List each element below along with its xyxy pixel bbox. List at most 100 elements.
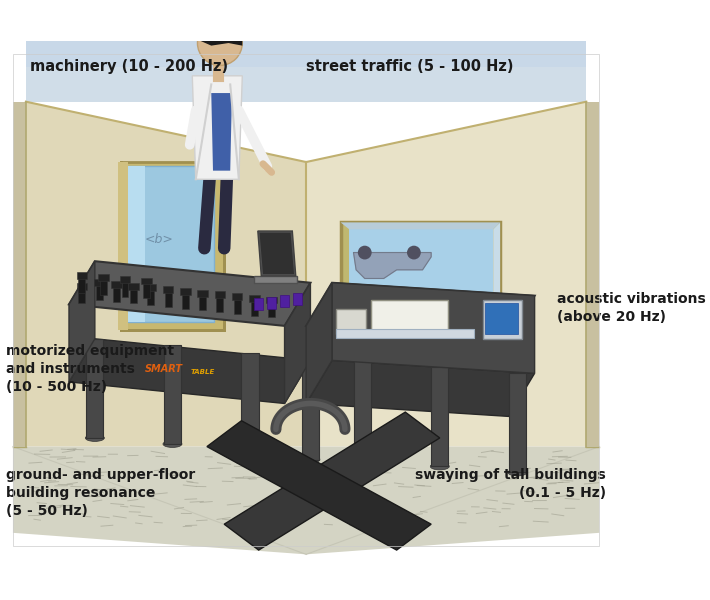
Polygon shape	[212, 93, 232, 170]
Polygon shape	[258, 231, 296, 276]
Polygon shape	[118, 162, 128, 330]
Bar	[79, 288, 85, 304]
Bar	[141, 278, 152, 284]
Polygon shape	[493, 223, 500, 334]
Bar	[354, 359, 371, 458]
Bar	[129, 283, 139, 290]
Ellipse shape	[163, 440, 182, 448]
Text: motorized equipment
and instruments
(10 - 500 Hz): motorized equipment and instruments (10 …	[6, 344, 174, 394]
Polygon shape	[306, 283, 535, 339]
Bar	[267, 296, 276, 308]
Polygon shape	[69, 261, 310, 326]
Bar	[268, 302, 275, 317]
Bar	[77, 283, 87, 290]
Bar	[217, 296, 224, 312]
Bar	[182, 293, 189, 308]
Ellipse shape	[430, 463, 449, 470]
Polygon shape	[26, 80, 586, 101]
Text: machinery (10 - 200 Hz): machinery (10 - 200 Hz)	[30, 59, 228, 74]
Bar	[94, 280, 104, 286]
Ellipse shape	[353, 454, 371, 461]
Bar	[197, 290, 208, 296]
Polygon shape	[285, 283, 310, 403]
Polygon shape	[13, 101, 26, 446]
Polygon shape	[224, 412, 439, 550]
Bar	[234, 298, 241, 314]
Text: TABLE: TABLE	[190, 368, 214, 374]
Bar	[120, 276, 130, 283]
Text: <b>: <b>	[145, 233, 174, 246]
Polygon shape	[69, 261, 95, 382]
Polygon shape	[26, 41, 586, 101]
Bar	[100, 280, 107, 295]
Polygon shape	[69, 339, 310, 403]
Bar	[164, 345, 181, 444]
Polygon shape	[121, 162, 224, 330]
Text: acoustic vibrations
(above 20 Hz): acoustic vibrations (above 20 Hz)	[557, 292, 706, 324]
Bar	[266, 296, 277, 304]
Bar	[486, 304, 518, 334]
Text: SMART: SMART	[145, 364, 183, 374]
Ellipse shape	[241, 449, 260, 456]
Circle shape	[407, 245, 421, 259]
Bar	[214, 292, 225, 298]
Polygon shape	[13, 446, 599, 554]
Polygon shape	[306, 101, 586, 446]
Bar	[98, 274, 109, 281]
Bar	[251, 300, 258, 316]
Polygon shape	[197, 20, 242, 46]
Bar	[165, 292, 172, 307]
Circle shape	[358, 245, 371, 259]
Bar	[241, 353, 258, 452]
Bar	[111, 281, 121, 288]
Bar	[302, 361, 319, 460]
Bar	[371, 300, 449, 336]
Polygon shape	[128, 166, 214, 322]
Polygon shape	[349, 229, 493, 328]
Polygon shape	[341, 223, 500, 334]
Bar	[293, 293, 302, 305]
Ellipse shape	[85, 434, 104, 442]
Bar	[180, 288, 190, 295]
Bar	[146, 284, 156, 292]
Bar	[249, 295, 260, 302]
Text: swaying of tall buildings
(0.1 - 5 Hz): swaying of tall buildings (0.1 - 5 Hz)	[415, 468, 606, 500]
Bar	[337, 308, 366, 334]
Bar	[509, 373, 526, 472]
Bar	[148, 290, 154, 305]
Circle shape	[197, 20, 242, 65]
Bar	[431, 367, 449, 466]
Bar	[143, 283, 150, 298]
Bar	[79, 278, 85, 293]
Bar	[200, 295, 206, 310]
Bar	[280, 295, 289, 307]
Text: ground- and upper-floor
building resonance
(5 - 50 Hz): ground- and upper-floor building resonan…	[6, 468, 195, 518]
Polygon shape	[26, 41, 586, 67]
Polygon shape	[207, 421, 431, 550]
Bar	[483, 300, 522, 339]
Bar	[130, 288, 137, 304]
Polygon shape	[306, 361, 535, 416]
Polygon shape	[354, 253, 431, 278]
Bar	[77, 272, 87, 280]
Bar	[113, 286, 120, 302]
Polygon shape	[332, 283, 535, 373]
Bar	[373, 302, 447, 334]
Polygon shape	[192, 76, 242, 179]
Text: street traffic (5 - 100 Hz): street traffic (5 - 100 Hz)	[307, 59, 514, 74]
Ellipse shape	[301, 456, 320, 463]
Bar	[163, 286, 173, 293]
Bar	[86, 339, 104, 438]
Polygon shape	[26, 41, 586, 80]
Polygon shape	[260, 233, 294, 274]
Bar	[254, 298, 263, 310]
Bar	[337, 329, 474, 338]
Polygon shape	[306, 283, 332, 403]
Polygon shape	[586, 101, 599, 446]
Bar	[121, 281, 129, 296]
Polygon shape	[128, 166, 145, 322]
Bar	[232, 293, 242, 300]
Bar	[96, 284, 103, 300]
Ellipse shape	[508, 469, 527, 476]
Polygon shape	[26, 101, 306, 446]
